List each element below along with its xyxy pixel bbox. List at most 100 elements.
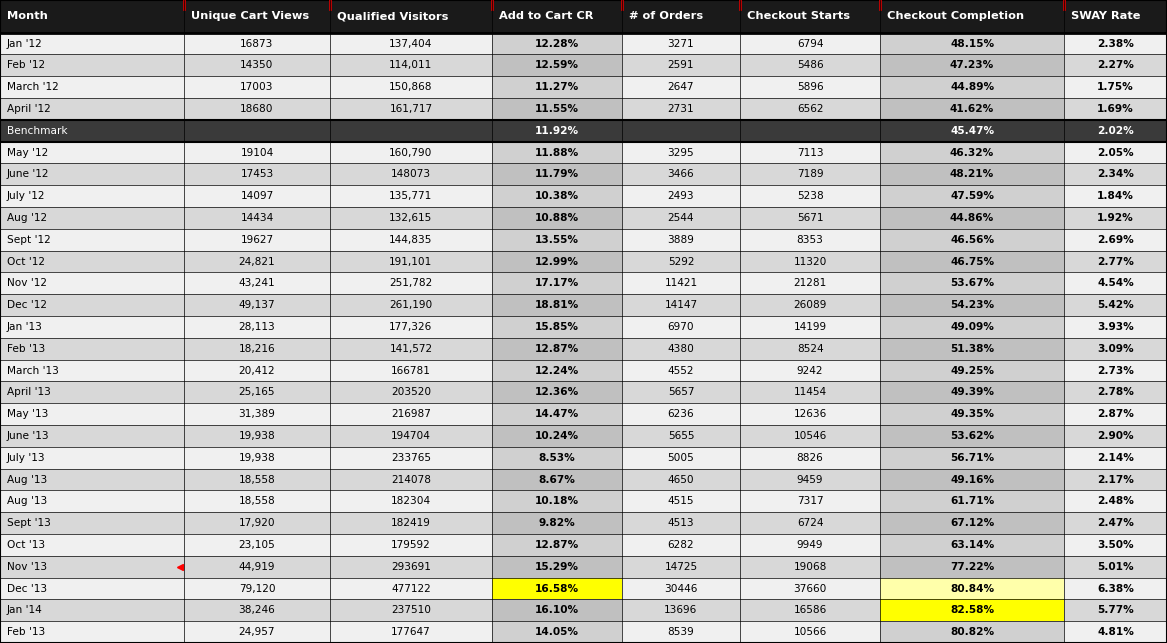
Text: 14147: 14147 bbox=[664, 300, 698, 310]
Bar bbox=[1064, 338, 1167, 359]
Bar bbox=[330, 163, 491, 185]
Text: May '13: May '13 bbox=[7, 409, 48, 419]
Bar bbox=[330, 207, 491, 229]
Text: Aug '13: Aug '13 bbox=[7, 496, 47, 506]
Bar bbox=[491, 207, 622, 229]
Text: 11.79%: 11.79% bbox=[534, 169, 579, 179]
Bar bbox=[1064, 577, 1167, 599]
Bar bbox=[880, 185, 1064, 207]
Bar bbox=[740, 33, 880, 55]
Bar bbox=[183, 621, 330, 643]
Bar bbox=[1064, 556, 1167, 577]
Bar bbox=[0, 294, 183, 316]
Text: Unique Cart Views: Unique Cart Views bbox=[190, 12, 309, 21]
Text: 54.23%: 54.23% bbox=[950, 300, 994, 310]
Bar bbox=[622, 33, 740, 55]
Text: 261,190: 261,190 bbox=[390, 300, 433, 310]
Text: April '13: April '13 bbox=[7, 387, 51, 397]
Bar bbox=[622, 359, 740, 381]
Bar bbox=[330, 316, 491, 338]
Bar bbox=[183, 512, 330, 534]
Text: 17,920: 17,920 bbox=[239, 518, 275, 528]
Text: 28,113: 28,113 bbox=[238, 322, 275, 332]
Bar bbox=[1064, 33, 1167, 55]
Bar bbox=[491, 512, 622, 534]
Text: 49.25%: 49.25% bbox=[950, 365, 994, 376]
Bar bbox=[880, 163, 1064, 185]
Bar bbox=[740, 77, 880, 98]
Bar bbox=[622, 273, 740, 294]
Text: 10.24%: 10.24% bbox=[534, 431, 579, 441]
Bar bbox=[330, 77, 491, 98]
Bar bbox=[0, 447, 183, 469]
Text: 49,137: 49,137 bbox=[239, 300, 275, 310]
Text: 9459: 9459 bbox=[797, 475, 824, 485]
Text: # of Orders: # of Orders bbox=[629, 12, 703, 21]
Text: 216987: 216987 bbox=[391, 409, 431, 419]
Bar bbox=[880, 534, 1064, 556]
Bar bbox=[880, 141, 1064, 163]
Bar bbox=[330, 469, 491, 491]
Bar bbox=[330, 512, 491, 534]
Text: 182419: 182419 bbox=[391, 518, 431, 528]
Text: 4552: 4552 bbox=[668, 365, 694, 376]
Text: 8524: 8524 bbox=[797, 344, 824, 354]
Bar bbox=[0, 120, 183, 141]
Bar bbox=[740, 185, 880, 207]
Text: Feb '13: Feb '13 bbox=[7, 627, 46, 637]
Text: 16.58%: 16.58% bbox=[534, 583, 579, 593]
Text: 21281: 21281 bbox=[794, 278, 826, 288]
Text: 53.67%: 53.67% bbox=[950, 278, 994, 288]
Text: 14097: 14097 bbox=[240, 191, 273, 201]
Bar bbox=[0, 316, 183, 338]
Bar bbox=[0, 0, 183, 33]
Bar bbox=[183, 491, 330, 512]
Text: 17453: 17453 bbox=[240, 169, 273, 179]
Bar bbox=[740, 294, 880, 316]
Bar bbox=[622, 425, 740, 447]
Text: 9.82%: 9.82% bbox=[538, 518, 575, 528]
Text: 2591: 2591 bbox=[668, 60, 694, 70]
Text: 2.87%: 2.87% bbox=[1097, 409, 1134, 419]
Text: 8353: 8353 bbox=[797, 235, 824, 245]
Text: 7113: 7113 bbox=[797, 148, 824, 158]
Text: 2.05%: 2.05% bbox=[1097, 148, 1134, 158]
Bar bbox=[1064, 534, 1167, 556]
Text: 182304: 182304 bbox=[391, 496, 431, 506]
Bar bbox=[491, 163, 622, 185]
Text: 11.92%: 11.92% bbox=[534, 126, 579, 136]
Text: Nov '12: Nov '12 bbox=[7, 278, 47, 288]
Text: 5.01%: 5.01% bbox=[1097, 562, 1134, 572]
Text: 80.84%: 80.84% bbox=[950, 583, 994, 593]
Text: 31,389: 31,389 bbox=[238, 409, 275, 419]
Bar bbox=[1064, 469, 1167, 491]
Bar bbox=[0, 621, 183, 643]
Bar bbox=[1064, 207, 1167, 229]
Bar bbox=[330, 294, 491, 316]
Bar bbox=[491, 316, 622, 338]
Bar bbox=[330, 185, 491, 207]
Bar bbox=[740, 359, 880, 381]
Bar bbox=[622, 577, 740, 599]
Bar bbox=[880, 294, 1064, 316]
Bar bbox=[1064, 359, 1167, 381]
Text: 203520: 203520 bbox=[391, 387, 431, 397]
Bar bbox=[0, 599, 183, 621]
Text: 5896: 5896 bbox=[797, 82, 824, 92]
Bar bbox=[740, 425, 880, 447]
Text: 41.62%: 41.62% bbox=[950, 104, 994, 114]
Text: 166781: 166781 bbox=[391, 365, 431, 376]
Bar bbox=[880, 403, 1064, 425]
Bar bbox=[1064, 251, 1167, 273]
Bar bbox=[330, 577, 491, 599]
Bar bbox=[880, 512, 1064, 534]
Text: 3466: 3466 bbox=[668, 169, 694, 179]
Text: 5.77%: 5.77% bbox=[1097, 605, 1134, 615]
Bar bbox=[1064, 491, 1167, 512]
Text: 6.38%: 6.38% bbox=[1097, 583, 1134, 593]
Text: 3889: 3889 bbox=[668, 235, 694, 245]
Bar bbox=[622, 163, 740, 185]
Bar bbox=[491, 534, 622, 556]
Text: 10.88%: 10.88% bbox=[534, 213, 579, 223]
Text: 12.36%: 12.36% bbox=[534, 387, 579, 397]
